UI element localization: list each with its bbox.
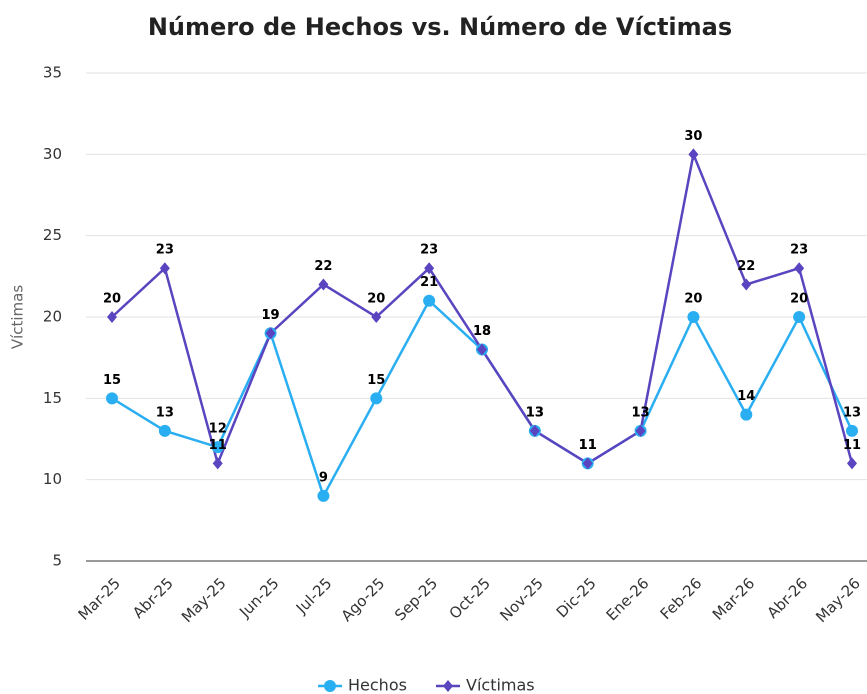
marker: [846, 424, 858, 437]
data-label: 11: [579, 438, 597, 453]
x-tick-label: Ago-25: [338, 574, 389, 625]
chart-title: Número de Hechos vs. Número de Víctimas: [148, 13, 732, 41]
data-label: 11: [209, 438, 227, 453]
data-label: 11: [843, 438, 861, 453]
data-label: 20: [790, 292, 808, 307]
x-tick-label: Mar-26: [709, 574, 758, 623]
data-label: 18: [473, 324, 491, 339]
data-label: 11: [579, 438, 597, 453]
x-tick-label: May-25: [178, 574, 230, 626]
marker: [158, 424, 171, 437]
data-label: 20: [103, 292, 121, 307]
marker: [212, 457, 223, 470]
y-tick-label: 20: [43, 308, 62, 326]
legend-item: Hechos: [318, 676, 407, 694]
data-label: 9: [319, 470, 328, 485]
marker: [423, 294, 436, 307]
y-tick-label: 35: [43, 64, 62, 82]
data-label: 15: [367, 373, 385, 388]
marker: [635, 424, 646, 437]
marker: [106, 392, 118, 405]
marker: [847, 457, 857, 470]
data-label: 23: [420, 243, 438, 258]
x-tick-label: Oct-25: [446, 574, 494, 622]
marker: [687, 311, 700, 323]
y-tick-label: 15: [43, 389, 62, 407]
x-tick-label: Jul-25: [292, 574, 336, 618]
x-tick-label: Abr-26: [763, 574, 811, 622]
y-tick-label: 5: [52, 552, 62, 570]
x-tick-label: Mar-25: [75, 574, 124, 623]
data-label: 30: [684, 129, 702, 144]
data-label: 14: [737, 389, 755, 404]
data-label: 13: [526, 405, 544, 420]
y-tick-label: 25: [43, 226, 62, 244]
marker: [370, 392, 383, 405]
data-label: 21: [420, 275, 438, 290]
data-label: 13: [156, 405, 174, 420]
marker: [688, 148, 699, 161]
marker: [740, 408, 753, 421]
legend-label: Víctimas: [466, 676, 535, 694]
marker: [211, 441, 224, 454]
marker: [265, 327, 276, 340]
data-label: 15: [103, 373, 121, 388]
x-tick-label: Abr-25: [129, 574, 177, 622]
data-label: 13: [632, 405, 650, 420]
y-axis-label: Víctimas: [9, 285, 27, 350]
x-tick-label: Nov-25: [496, 574, 546, 624]
marker: [107, 311, 117, 323]
data-label: 12: [209, 422, 227, 437]
legend-marker: [443, 680, 453, 692]
y-tick-label: 30: [43, 145, 62, 163]
legend-label: Hechos: [348, 676, 407, 694]
marker: [794, 262, 805, 275]
data-label: 13: [632, 405, 650, 420]
marker: [741, 278, 752, 291]
y-tick-label: 10: [43, 470, 62, 488]
x-tick-label: May-26: [812, 574, 864, 626]
data-label: 22: [737, 259, 755, 274]
marker: [424, 262, 435, 275]
data-label: 23: [790, 243, 808, 258]
marker: [477, 343, 487, 356]
marker: [318, 278, 329, 291]
legend-item: Víctimas: [436, 676, 535, 694]
marker: [317, 489, 330, 502]
data-label: 13: [843, 405, 861, 420]
x-tick-label: Sep-25: [391, 574, 441, 624]
data-label: 18: [473, 324, 491, 339]
x-tick-label: Jun-25: [235, 574, 282, 621]
x-tick-label: Dic-25: [553, 574, 600, 621]
marker: [159, 262, 170, 275]
data-label: 19: [262, 308, 280, 323]
data-label: 22: [314, 259, 332, 274]
marker: [371, 311, 382, 323]
data-label: 20: [367, 292, 385, 307]
x-tick-label: Ene-26: [603, 574, 653, 624]
marker: [793, 311, 806, 323]
legend-marker: [324, 680, 336, 692]
x-tick-label: Feb-26: [657, 574, 706, 623]
data-label: 13: [526, 405, 544, 420]
data-label: 19: [262, 308, 280, 323]
data-label: 20: [684, 292, 702, 307]
marker: [582, 457, 593, 470]
data-label: 23: [156, 243, 174, 258]
marker: [529, 424, 540, 437]
